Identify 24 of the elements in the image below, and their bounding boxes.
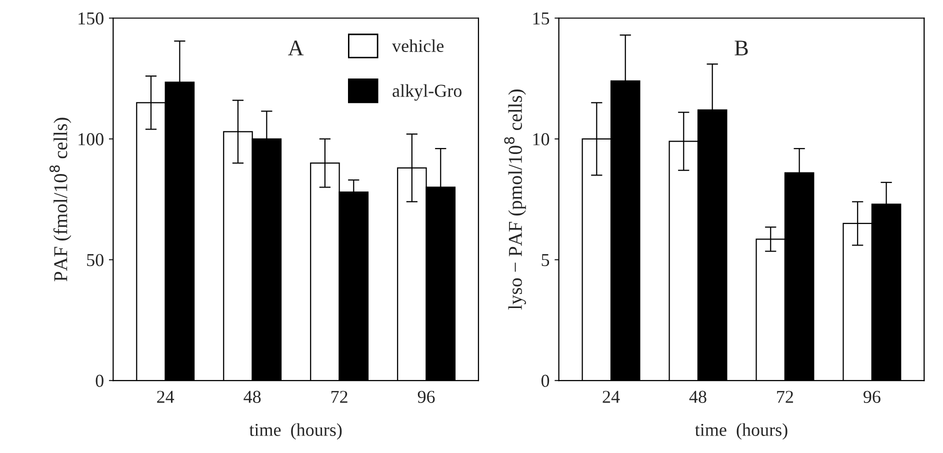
x-axis-title: time (hours) [695, 423, 788, 440]
annotation: A [288, 40, 304, 56]
x-tick-label: 96 [864, 390, 880, 403]
y-tick-label: 100 [78, 133, 104, 146]
annotation: B [734, 40, 748, 56]
legend-label: vehicle [392, 39, 444, 52]
x-axis-title: time (hours) [249, 423, 342, 440]
x-tick-label: 72 [331, 390, 348, 403]
legend-label: alkyl-Gro [392, 84, 462, 101]
x-tick-label: 48 [244, 390, 261, 403]
x-tick-label: 24 [602, 390, 620, 403]
x-tick-label: 24 [157, 390, 174, 403]
y-tick-label: 150 [78, 12, 104, 25]
y-axis-title: lyso − PAF (pmol/10$^{8}$ cells) [504, 90, 526, 310]
y-tick-label: 10 [533, 133, 550, 146]
x-tick-label: 72 [777, 390, 794, 403]
y-tick-label: 0 [541, 374, 550, 387]
y-tick-label: 50 [87, 254, 104, 266]
x-tick-label: 96 [418, 390, 435, 403]
y-tick-label: 15 [533, 12, 550, 25]
y-axis-title: PAF (fmol/10$^{8}$ cells) [50, 118, 72, 282]
y-tick-label: 5 [542, 254, 550, 266]
y-tick-label: 0 [96, 374, 104, 387]
x-tick-label: 48 [689, 390, 706, 403]
